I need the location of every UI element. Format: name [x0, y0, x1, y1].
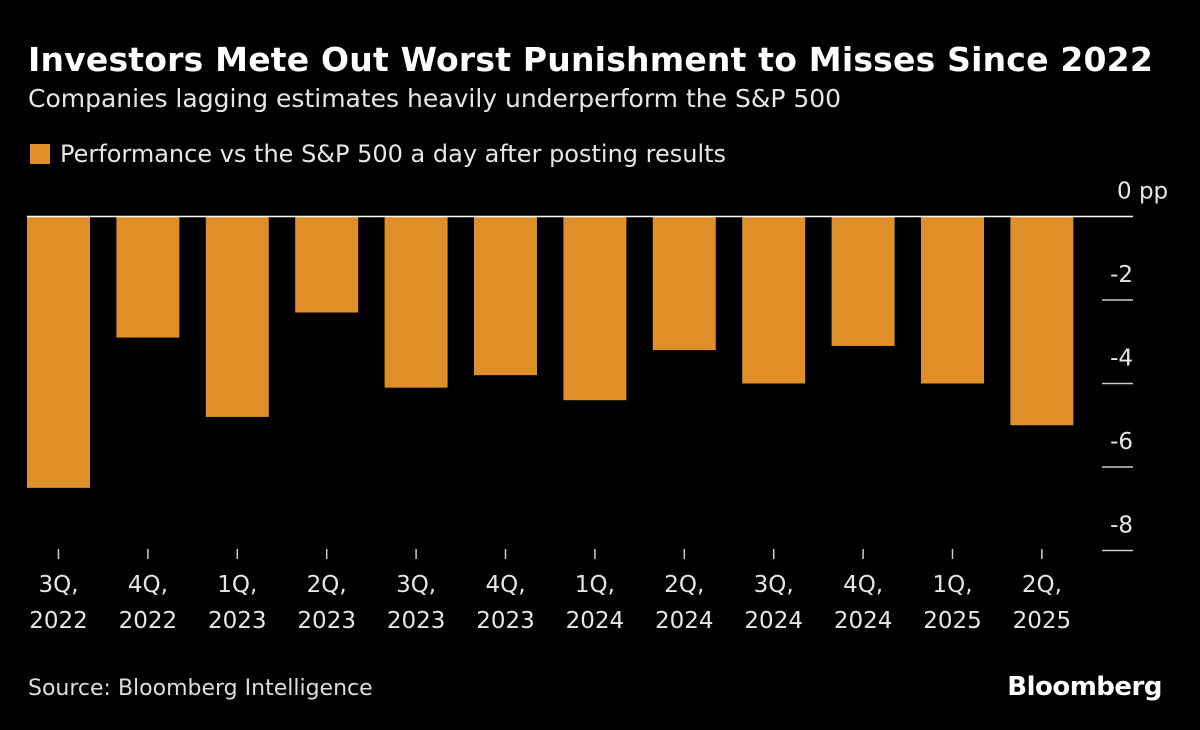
chart-subtitle: Companies lagging estimates heavily unde…	[28, 84, 842, 113]
x-tick-label: 3Q,	[754, 572, 794, 598]
bar	[384, 216, 448, 388]
y-tick-label: -8	[1110, 513, 1133, 539]
x-tick-label: 1Q,	[575, 572, 615, 598]
x-tick-label: 2Q,	[1022, 572, 1062, 598]
legend-swatch	[30, 144, 50, 164]
bar	[27, 216, 90, 488]
bar	[921, 216, 984, 384]
x-tick-label: 2025	[1013, 608, 1072, 634]
legend-label: Performance vs the S&P 500 a day after p…	[60, 140, 727, 168]
x-tick-label: 2024	[834, 608, 893, 634]
bar	[295, 216, 359, 313]
x-tick-label: 2023	[476, 608, 535, 634]
x-tick-label: 4Q,	[843, 572, 883, 598]
y-tick-label: -6	[1110, 429, 1133, 455]
x-tick-label: 2Q,	[307, 572, 347, 598]
x-tick-label: 2024	[744, 608, 803, 634]
x-tick-label: 2022	[119, 608, 178, 634]
x-tick-label: 3Q,	[396, 572, 436, 598]
y-tick-label: -4	[1110, 346, 1133, 372]
x-tick-label: 1Q,	[932, 572, 972, 598]
bar	[563, 216, 627, 401]
bar	[742, 216, 806, 384]
x-tick-label: 4Q,	[128, 572, 168, 598]
bar	[116, 216, 180, 338]
bloomberg-logo: Bloomberg	[1007, 672, 1162, 702]
x-tick-label: 3Q,	[38, 572, 78, 598]
bar	[831, 216, 895, 346]
bar	[205, 216, 269, 417]
bar	[652, 216, 716, 351]
x-tick-label: 2023	[387, 608, 446, 634]
y-tick-label: -2	[1110, 262, 1133, 288]
chart-title: Investors Mete Out Worst Punishment to M…	[28, 40, 1153, 79]
x-tick-label: 2023	[208, 608, 267, 634]
y-tick-label: 0 pp	[1117, 179, 1168, 205]
source-note: Source: Bloomberg Intelligence	[28, 676, 373, 701]
x-tick-label: 2023	[297, 608, 356, 634]
x-tick-label: 1Q,	[217, 572, 257, 598]
x-tick-label: 2022	[29, 608, 88, 634]
legend: Performance vs the S&P 500 a day after p…	[30, 140, 726, 168]
bar	[1010, 216, 1074, 426]
x-tick-label: 2Q,	[664, 572, 704, 598]
x-tick-label: 2025	[923, 608, 982, 634]
bar	[474, 216, 537, 376]
x-tick-label: 4Q,	[485, 572, 525, 598]
x-tick-label: 2024	[566, 608, 625, 634]
x-tick-label: 2024	[655, 608, 714, 634]
